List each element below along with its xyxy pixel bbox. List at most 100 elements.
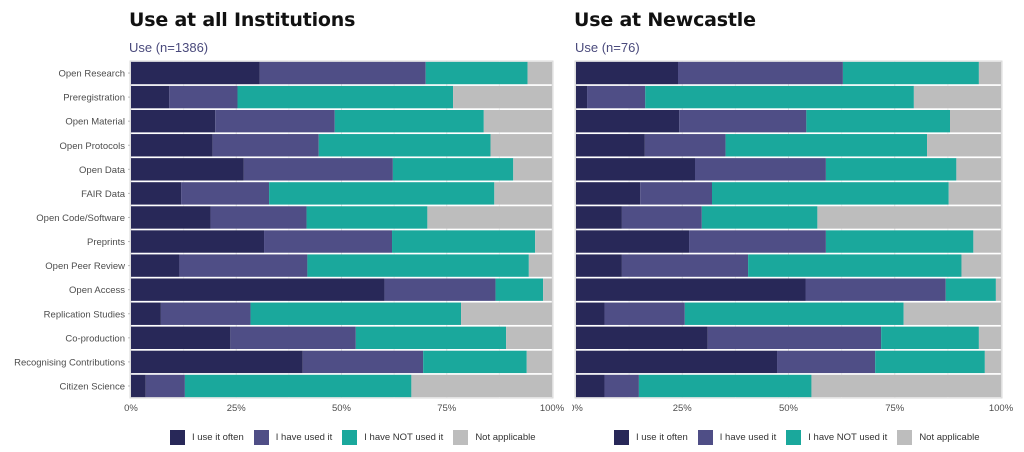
bar-segment-i-use-it-often xyxy=(576,374,605,398)
bar-segment-i-use-it-often xyxy=(576,158,695,181)
bar-segment-i-have-used-it xyxy=(160,302,251,325)
x-tick-label: 75% xyxy=(437,403,457,414)
bar-segment-i-have-used-it xyxy=(179,254,308,277)
bar-segment-not-applicable xyxy=(527,61,552,85)
x-tick-label: 0% xyxy=(124,403,138,414)
bar-segment-i-use-it-often xyxy=(131,158,244,181)
bar-segment-i-have-not-used-it xyxy=(355,326,507,350)
y-tick-label: Open Code/Software xyxy=(36,213,125,224)
bar-segment-i-have-used-it xyxy=(707,326,882,350)
y-tick-label: FAIR Data xyxy=(81,189,126,200)
bar-segment-i-use-it-often xyxy=(131,254,180,277)
bar-row xyxy=(576,350,1001,374)
bar-segment-i-use-it-often xyxy=(576,230,690,253)
bar-segment-not-applicable xyxy=(513,158,552,181)
bar-segment-i-use-it-often xyxy=(131,206,211,229)
bar-segment-i-have-used-it xyxy=(695,158,826,181)
bar-segment-not-applicable xyxy=(461,302,552,325)
bar-segment-not-applicable xyxy=(995,278,1001,301)
bar-segment-i-have-used-it xyxy=(384,278,496,301)
bar-segment-not-applicable xyxy=(973,230,1001,253)
bar-segment-i-have-not-used-it xyxy=(495,278,544,301)
bar-segment-i-have-used-it xyxy=(215,109,335,133)
y-tick-label: Open Peer Review xyxy=(45,261,125,272)
bar-segment-i-have-used-it xyxy=(805,278,946,301)
bar-segment-i-have-used-it xyxy=(302,350,424,374)
bar-segment-i-have-not-used-it xyxy=(184,374,412,398)
bar-row xyxy=(576,109,1001,133)
legend-label: I have NOT used it xyxy=(364,432,444,443)
bar-segment-i-have-used-it xyxy=(777,350,876,374)
bar-row xyxy=(576,374,1001,398)
bar-segment-i-have-used-it xyxy=(587,85,646,109)
bar-segment-not-applicable xyxy=(483,109,552,133)
bar-segment-i-use-it-often xyxy=(576,278,806,301)
bar-row xyxy=(131,278,552,301)
bar-segment-i-have-not-used-it xyxy=(250,302,462,325)
bar-segment-i-have-not-used-it xyxy=(392,158,514,181)
bar-segment-not-applicable xyxy=(956,158,1001,181)
bar-segment-i-use-it-often xyxy=(131,182,182,205)
y-tick-label: Recognising Contributions xyxy=(14,357,125,368)
bar-segment-i-use-it-often xyxy=(131,326,231,350)
y-tick-label: Open Access xyxy=(69,285,125,296)
legend-label: I have used it xyxy=(275,432,333,443)
bar-segment-i-use-it-often xyxy=(131,61,260,85)
bar-row xyxy=(131,374,552,398)
bar-segment-i-have-not-used-it xyxy=(748,254,962,277)
bar-segment-not-applicable xyxy=(535,230,552,253)
bar-segment-i-have-not-used-it xyxy=(945,278,996,301)
legend-item: I have NOT used it xyxy=(786,430,887,445)
bar-segment-i-have-not-used-it xyxy=(306,206,428,229)
bar-segment-i-use-it-often xyxy=(576,254,622,277)
bar-segment-i-use-it-often xyxy=(576,85,588,109)
bar-segment-i-have-used-it xyxy=(678,61,843,85)
bar-segment-i-have-not-used-it xyxy=(645,85,914,109)
bar-segment-i-have-not-used-it xyxy=(392,230,536,253)
bar-segment-i-have-used-it xyxy=(259,61,426,85)
bar-segment-not-applicable xyxy=(927,134,1001,157)
x-tick-label: 25% xyxy=(673,403,693,414)
bar-segment-i-have-not-used-it xyxy=(701,206,818,229)
bar-segment-i-have-not-used-it xyxy=(307,254,529,277)
bar-segment-not-applicable xyxy=(913,85,1001,109)
bar-segment-not-applicable xyxy=(453,85,552,109)
legend-item: I have used it xyxy=(253,430,333,445)
bar-segment-i-use-it-often xyxy=(131,85,170,109)
bar-segment-not-applicable xyxy=(528,254,552,277)
y-tick-label: Open Research xyxy=(58,69,125,80)
bar-segment-i-have-not-used-it xyxy=(684,302,904,325)
bar-row xyxy=(131,109,552,133)
bar-segment-i-have-used-it xyxy=(169,85,238,109)
bar-segment-not-applicable xyxy=(961,254,1001,277)
bar-row xyxy=(131,206,552,229)
bar-segment-i-have-not-used-it xyxy=(423,350,527,374)
bar-segment-not-applicable xyxy=(948,182,1001,205)
bar-segment-i-use-it-often xyxy=(131,134,213,157)
clip-mask xyxy=(566,401,572,415)
x-tick-label: 50% xyxy=(779,403,799,414)
legend-swatch xyxy=(614,430,629,445)
bar-row xyxy=(131,230,552,253)
legend-item: I have NOT used it xyxy=(342,430,443,445)
bar-segment-i-have-not-used-it xyxy=(825,158,957,181)
bar-segment-i-have-not-used-it xyxy=(269,182,495,205)
bar-segment-i-have-used-it xyxy=(640,182,712,205)
legend-item: Not applicable xyxy=(897,430,980,445)
bar-segment-not-applicable xyxy=(411,374,552,398)
chart-panel-1: 0% 25% 50% 75% 100% xyxy=(566,60,1014,415)
y-tick-label: Preregistration xyxy=(63,93,125,104)
bar-segment-not-applicable xyxy=(506,326,552,350)
legend-swatch xyxy=(897,430,913,445)
bar-segment-i-use-it-often xyxy=(131,350,303,374)
bar-segment-not-applicable xyxy=(978,61,1001,85)
y-tick-label: Citizen Science xyxy=(60,381,125,392)
bar-segment-i-have-not-used-it xyxy=(237,85,454,109)
bar-segment-i-have-used-it xyxy=(181,182,270,205)
bar-segment-i-have-used-it xyxy=(243,158,393,181)
bar-row xyxy=(576,182,1001,205)
right-legend: I use it often I have used it I have NOT u… xyxy=(614,430,990,445)
bar-segment-i-have-not-used-it xyxy=(806,109,950,133)
bar-row xyxy=(576,158,1001,181)
bar-segment-i-use-it-often xyxy=(576,61,678,85)
